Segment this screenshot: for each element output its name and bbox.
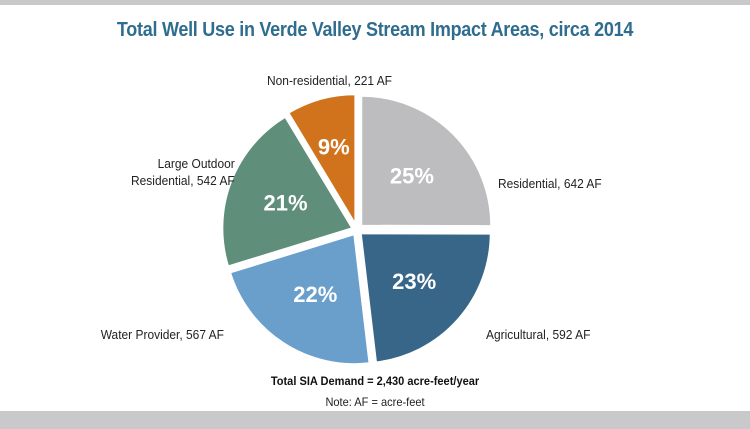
label-large-outdoor-line2: Residential, 542 AF xyxy=(131,173,235,188)
pie-percent-label-large-outdoor-residential: 21% xyxy=(264,191,308,216)
pie-slice-water-provider xyxy=(228,232,371,366)
pie-percent-label-agricultural: 23% xyxy=(392,269,436,294)
label-large-outdoor-residential: Large Outdoor Residential, 542 AF xyxy=(131,155,235,189)
pie-percent-label-non-residential: 9% xyxy=(318,135,350,160)
pie-slice-non-residential xyxy=(287,93,357,228)
pie-percent-label-water-provider: 22% xyxy=(293,282,337,307)
pie-percent-label-residential: 25% xyxy=(390,163,434,188)
chart-title: Total Well Use in Verde Valley Stream Im… xyxy=(116,19,634,41)
pie-slice-residential xyxy=(360,94,493,228)
pie-slice-agricultural xyxy=(359,232,492,364)
label-residential: Residential, 642 AF xyxy=(498,176,602,191)
pie-slice-large-outdoor-residential xyxy=(221,115,354,268)
bottom-frame-bar xyxy=(0,411,750,429)
label-agricultural: Agricultural, 592 AF xyxy=(486,327,591,342)
note-text: Note: AF = acre-feet xyxy=(325,395,425,409)
label-water-provider: Water Provider, 567 AF xyxy=(100,327,224,342)
label-non-residential: Non-residential, 221 AF xyxy=(267,73,392,88)
label-large-outdoor-line1: Large Outdoor xyxy=(157,156,235,171)
total-demand-text: Total SIA Demand = 2,430 acre-feet/year xyxy=(270,374,480,388)
top-frame-bar xyxy=(0,0,750,5)
